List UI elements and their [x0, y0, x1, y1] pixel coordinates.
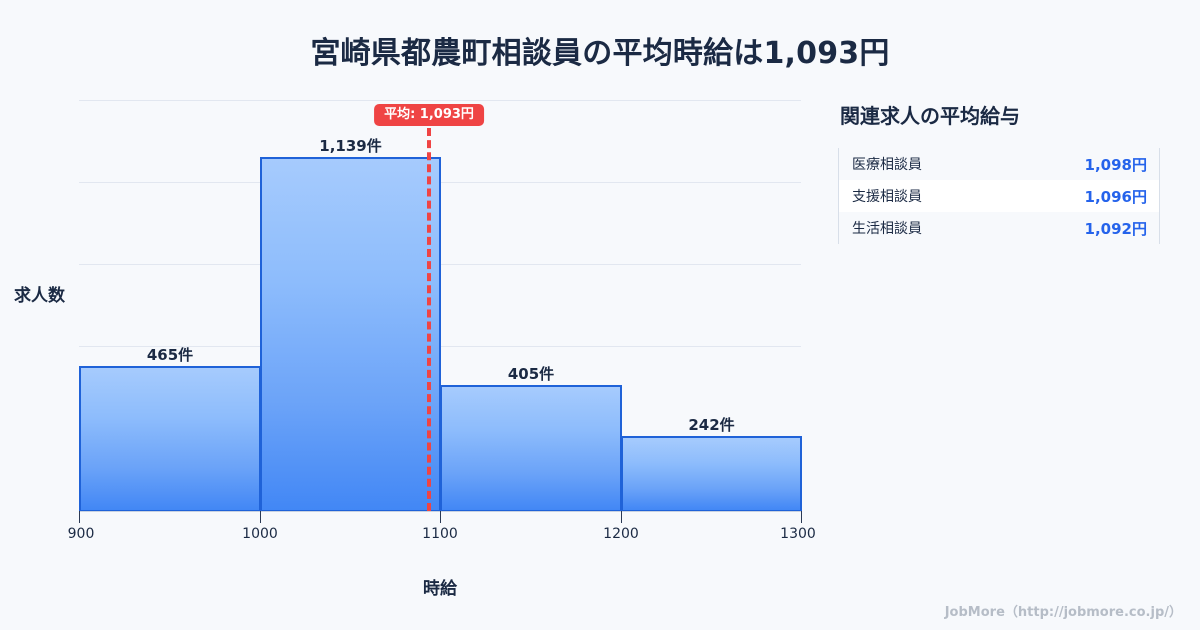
x-axis-title: 時給 [423, 579, 457, 599]
x-tick-label: 900 [67, 526, 95, 542]
related-job-value: 1,096円 [1084, 187, 1147, 206]
related-jobs-heading: 関連求人の平均給与 [840, 104, 1020, 128]
histogram-chart: 465件 1,139件 405件 242件 平均: 1,093円 900 100… [14, 100, 816, 599]
x-tick-label: 1100 [422, 526, 458, 542]
bar-value-label: 242件 [688, 416, 735, 434]
bar-900-1000[interactable] [79, 366, 261, 512]
gridline [79, 100, 801, 101]
x-tick-label: 1200 [603, 526, 639, 542]
table-row[interactable]: 生活相談員 1,092円 [839, 212, 1159, 244]
related-jobs-table: 医療相談員 1,098円 支援相談員 1,096円 生活相談員 1,092円 [838, 148, 1160, 244]
average-badge: 平均: 1,093円 [374, 104, 484, 126]
related-job-name: 生活相談員 [852, 221, 922, 237]
related-job-name: 医療相談員 [852, 157, 922, 173]
table-row[interactable]: 医療相談員 1,098円 [839, 148, 1159, 180]
related-job-value: 1,098円 [1084, 155, 1147, 174]
bar-1200-1300[interactable] [621, 436, 802, 512]
bar-1000-1100[interactable] [260, 157, 441, 512]
x-tick-mark [79, 511, 80, 523]
x-tick-label: 1300 [780, 526, 816, 542]
bar-value-label: 1,139件 [319, 137, 382, 155]
bar-value-label: 465件 [146, 346, 194, 364]
x-tick-mark [440, 511, 441, 523]
related-job-value: 1,092円 [1084, 219, 1147, 238]
average-line [427, 128, 431, 511]
table-row[interactable]: 支援相談員 1,096円 [839, 180, 1159, 212]
x-tick-label: 1000 [242, 526, 278, 542]
x-tick-mark [801, 511, 802, 523]
x-tick-mark [621, 511, 622, 523]
x-tick-mark [260, 511, 261, 523]
bar-value-label: 405件 [507, 365, 555, 383]
related-job-name: 支援相談員 [852, 189, 922, 205]
watermark-footer: JobMore（http://jobmore.co.jp/） [944, 605, 1182, 620]
y-axis-title: 求人数 [14, 286, 65, 306]
bar-1100-1200[interactable] [440, 385, 622, 512]
related-jobs-panel: 関連求人の平均給与 医療相談員 1,098円 支援相談員 1,096円 生活相談… [838, 100, 1168, 244]
page-title: 宮崎県都農町相談員の平均時給は1,093円 [310, 36, 890, 71]
